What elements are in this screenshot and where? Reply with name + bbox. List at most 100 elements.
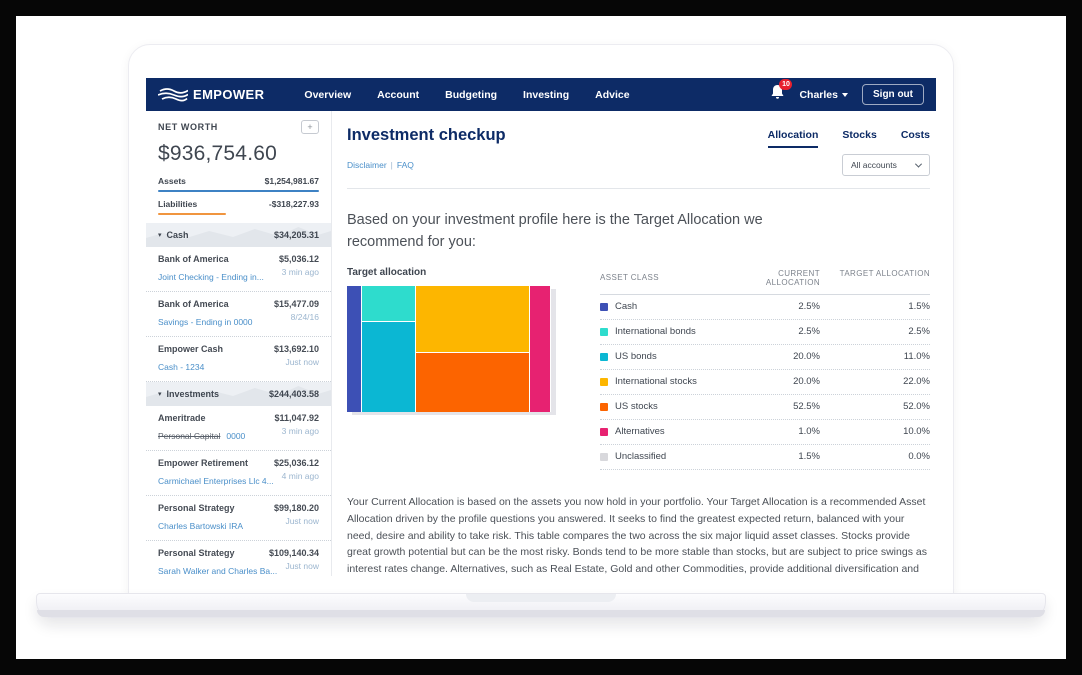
sidebar: NET WORTH + $936,754.60 Assets $1,254,98… xyxy=(146,111,332,576)
notifications-button[interactable]: 10 xyxy=(770,79,793,105)
nav-item[interactable]: Budgeting xyxy=(445,88,498,101)
allocation-rows: Cash 2.5% 1.5% Int xyxy=(600,295,930,470)
target-allocation-treemap xyxy=(347,285,551,412)
account-value: $99,180.20 xyxy=(273,503,319,513)
net-worth-label: NET WORTH xyxy=(158,122,218,132)
user-menu[interactable]: Charles xyxy=(799,89,848,101)
nav-item[interactable]: Account xyxy=(377,88,420,101)
account-row[interactable]: Empower Retirement $25,036.12 Carmichael… xyxy=(146,451,331,496)
account-value: $15,477.09 xyxy=(273,299,319,309)
laptop-screen: EMPOWER Overview Account Budgeting Inves… xyxy=(128,44,954,597)
account-value: $5,036.12 xyxy=(278,254,319,264)
laptop-notch xyxy=(466,594,616,602)
liabilities-bar xyxy=(158,213,226,215)
collapse-triangle-icon: ▾ xyxy=(158,391,162,398)
asset-class-label: International stocks xyxy=(615,376,697,388)
liabilities-label: Liabilities xyxy=(158,199,198,209)
liabilities-value: -$318,227.93 xyxy=(268,199,319,209)
link-separator: | xyxy=(390,160,393,170)
account-updated: 8/24/16 xyxy=(290,312,319,322)
assets-label: Assets xyxy=(158,176,186,186)
chevron-down-icon xyxy=(914,160,923,168)
account-row[interactable]: Ameritrade $11,047.92 Personal Capital 00… xyxy=(146,406,331,451)
account-updated: 4 min ago xyxy=(281,471,319,481)
account-updated: Just now xyxy=(285,516,319,526)
add-account-button[interactable]: + xyxy=(301,120,319,134)
asset-color-swatch xyxy=(600,377,608,386)
target-allocation-value: 10.0% xyxy=(903,426,930,438)
tab[interactable]: Costs xyxy=(900,129,930,141)
current-allocation-value: 1.5% xyxy=(798,451,820,463)
laptop-base xyxy=(36,593,1046,618)
account-updated: Just now xyxy=(285,357,319,367)
account-section: ▾ Cash $34,205.31 Bank of xyxy=(146,223,331,382)
account-name: Empower Retirement xyxy=(158,458,249,468)
account-group-header[interactable]: ▾ Cash $34,205.31 xyxy=(146,223,331,247)
account-subtitle: Savings - Ending in 0000 xyxy=(158,317,253,327)
faq-link[interactable]: FAQ xyxy=(396,160,414,170)
asset-class-label: Cash xyxy=(615,301,638,313)
account-row[interactable]: Bank of America $15,477.09 Savings - End… xyxy=(146,292,331,337)
account-name: Personal Strategy xyxy=(158,503,235,513)
caret-down-icon xyxy=(842,92,848,97)
current-allocation-value: 20.0% xyxy=(793,351,820,363)
nav-item[interactable]: Investing xyxy=(523,88,570,101)
account-row[interactable]: Personal Strategy $99,180.20 Charles Bar… xyxy=(146,496,331,541)
col-asset-class: ASSET CLASS xyxy=(600,273,659,283)
page-title: Investment checkup xyxy=(347,126,506,144)
treemap-block-cash xyxy=(347,285,361,412)
target-allocation-value: 52.0% xyxy=(903,401,930,413)
asset-class-label: Unclassified xyxy=(615,451,667,463)
navbar-right: 10 Charles Sign out xyxy=(770,79,924,105)
sign-out-button[interactable]: Sign out xyxy=(862,84,924,105)
assets-bar xyxy=(158,190,319,192)
nav-item[interactable]: Advice xyxy=(595,88,630,101)
account-row[interactable]: Empower Cash $13,692.10 Cash - 1234 xyxy=(146,337,331,382)
treemap-block-international-bonds xyxy=(362,285,415,321)
account-row[interactable]: Bank of America $5,036.12 Joint Checking… xyxy=(146,247,331,292)
col-current-allocation: CURRENT ALLOCATION xyxy=(765,268,820,287)
allocation-row: US stocks 52.5% 52.0% xyxy=(600,395,930,420)
current-allocation-value: 2.5% xyxy=(798,326,820,338)
nav-item[interactable]: Overview xyxy=(304,88,352,101)
current-allocation-value: 52.5% xyxy=(793,401,820,413)
tab[interactable]: Allocation xyxy=(767,129,819,148)
account-name: Bank of America xyxy=(158,299,229,309)
account-row[interactable]: Personal Strategy $109,140.34 Sarah Walk… xyxy=(146,541,331,576)
tab[interactable]: Stocks xyxy=(842,129,877,141)
user-name: Charles xyxy=(799,88,838,101)
target-allocation-value: 0.0% xyxy=(908,451,930,463)
account-value: $13,692.10 xyxy=(273,344,319,354)
asset-color-swatch xyxy=(600,302,608,311)
account-name: Personal Strategy xyxy=(158,548,235,558)
treemap-block-us-bonds xyxy=(362,321,415,412)
account-subtitle: Sarah Walker and Charles Ba... xyxy=(158,566,278,576)
current-allocation-value: 1.0% xyxy=(798,426,820,438)
sparkline-decoration xyxy=(146,386,331,406)
allocation-row: International bonds 2.5% 2.5% xyxy=(600,320,930,345)
account-updated: 3 min ago xyxy=(281,267,319,277)
account-name: Empower Cash xyxy=(158,344,224,354)
accounts-filter-value: All accounts xyxy=(851,160,897,170)
allocation-description: Your Current Allocation is based on the … xyxy=(347,495,927,576)
target-allocation-value: 2.5% xyxy=(908,326,930,338)
allocation-section: Target allocation xyxy=(347,267,930,470)
waves-logo-icon xyxy=(158,87,188,101)
asset-color-swatch xyxy=(600,452,608,461)
disclaimer-link[interactable]: Disclaimer xyxy=(347,160,387,170)
account-name: Bank of America xyxy=(158,254,229,264)
account-updated: Just now xyxy=(285,561,319,571)
account-subtitle: Joint Checking - Ending in... xyxy=(158,272,264,282)
allocation-table: ASSET CLASS CURRENT ALLOCATION TARGET AL… xyxy=(600,267,930,470)
accounts-filter-dropdown[interactable]: All accounts xyxy=(842,154,930,176)
account-subtitle: Carmichael Enterprises Llc 4... xyxy=(158,476,274,486)
asset-class-label: International bonds xyxy=(615,326,696,338)
allocation-row: International stocks 20.0% 22.0% xyxy=(600,370,930,395)
asset-color-swatch xyxy=(600,402,608,411)
allocation-row: US bonds 20.0% 11.0% xyxy=(600,345,930,370)
section-name: Cash xyxy=(166,230,189,240)
brand-logo[interactable]: EMPOWER xyxy=(158,87,264,102)
allocation-row: Alternatives 1.0% 10.0% xyxy=(600,420,930,445)
account-group-header[interactable]: ▾ Investments $244,403.58 xyxy=(146,382,331,406)
target-allocation-value: 1.5% xyxy=(908,301,930,313)
